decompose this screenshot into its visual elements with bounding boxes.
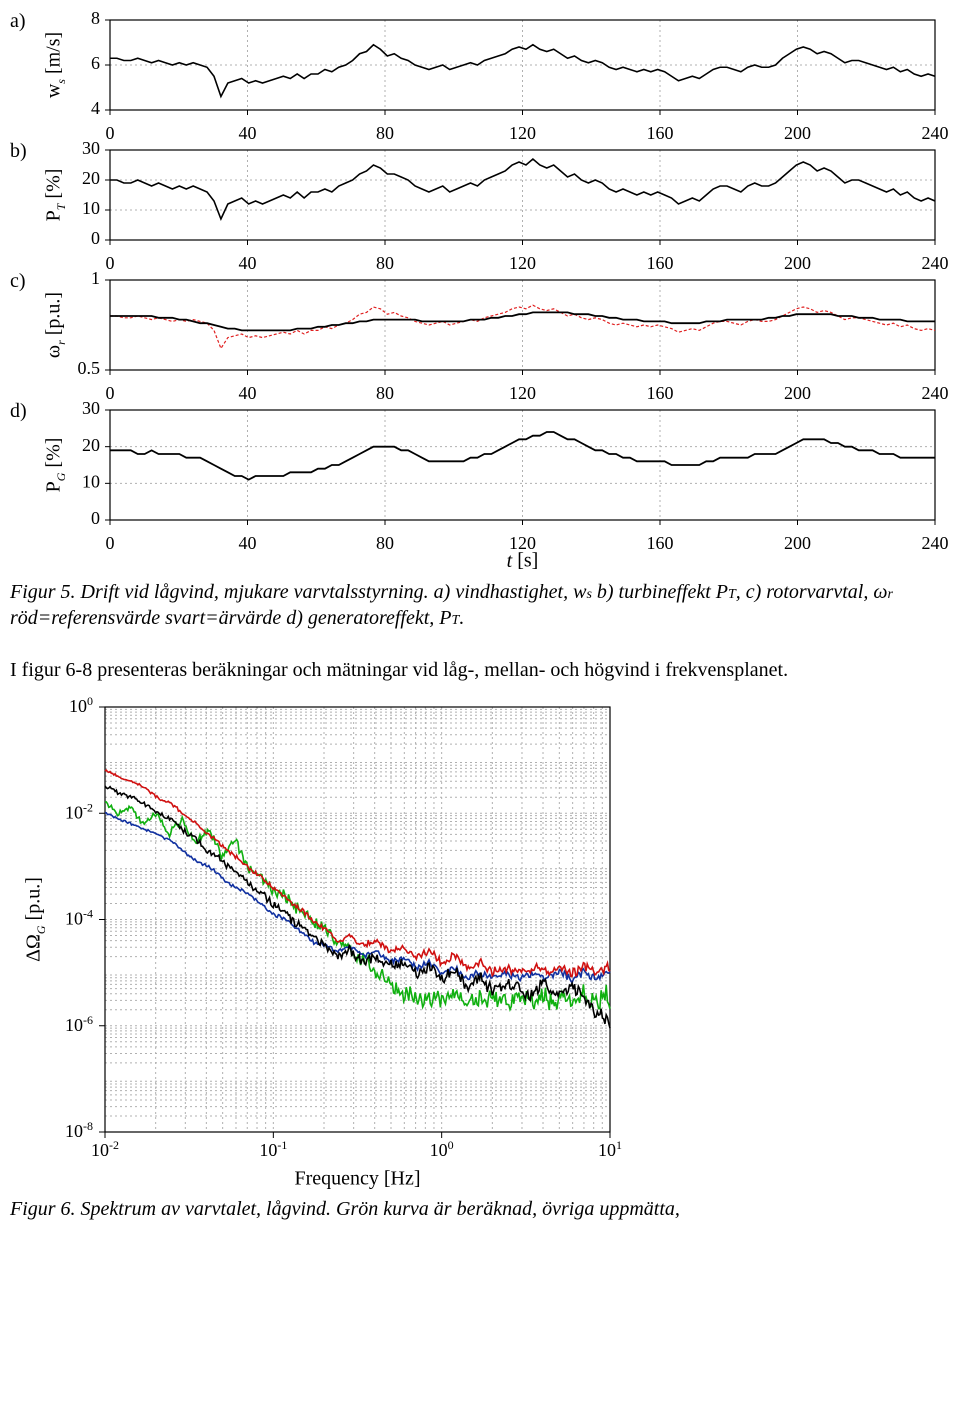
- svg-text:10: 10: [82, 471, 100, 491]
- figure6: 10-2 10-1 100 101 10-8 10-6 10-4 10-2 100 Frequen…: [10, 692, 950, 1222]
- panel-b: b) 0 40 80 120 160 200 240 0 10 20 30 PT [%]: [10, 140, 950, 270]
- svg-text:0: 0: [106, 383, 115, 400]
- svg-text:10-2: 10-2: [91, 1138, 119, 1160]
- svg-text:101: 101: [598, 1138, 622, 1160]
- svg-text:6: 6: [91, 53, 100, 73]
- svg-text:30: 30: [82, 400, 100, 418]
- panel-a: a) 0 40 80 120 160 200 240 4 6 8 ws [m/s]: [10, 10, 950, 140]
- svg-text:40: 40: [239, 253, 257, 270]
- svg-text:200: 200: [784, 383, 811, 400]
- svg-text:80: 80: [376, 383, 394, 400]
- svg-text:80: 80: [376, 533, 394, 553]
- svg-text:120: 120: [509, 123, 536, 140]
- svg-text:0.5: 0.5: [78, 358, 101, 378]
- svg-text:200: 200: [784, 533, 811, 553]
- svg-text:10-2: 10-2: [65, 800, 93, 822]
- svg-text:8: 8: [91, 10, 100, 28]
- svg-text:10-1: 10-1: [259, 1138, 287, 1160]
- svg-text:200: 200: [784, 253, 811, 270]
- svg-text:Frequency [Hz]: Frequency [Hz]: [294, 1168, 420, 1190]
- svg-text:240: 240: [922, 123, 949, 140]
- svg-text:200: 200: [784, 123, 811, 140]
- svg-text:4: 4: [91, 98, 100, 118]
- svg-text:160: 160: [647, 253, 674, 270]
- svg-text:10-8: 10-8: [65, 1119, 93, 1141]
- svg-text:0: 0: [91, 508, 100, 528]
- svg-text:0: 0: [106, 123, 115, 140]
- svg-text:0: 0: [91, 228, 100, 248]
- svg-text:240: 240: [922, 533, 949, 553]
- svg-text:1: 1: [91, 270, 100, 288]
- svg-text:80: 80: [376, 123, 394, 140]
- svg-text:80: 80: [376, 253, 394, 270]
- svg-text:160: 160: [647, 123, 674, 140]
- svg-text:PG [%]: PG [%]: [43, 438, 68, 493]
- svg-text:40: 40: [239, 123, 257, 140]
- svg-text:40: 40: [239, 383, 257, 400]
- figure5: a) 04080120160200240468ws [m/s] b) 04080…: [10, 10, 950, 631]
- svg-text:0: 0: [106, 533, 115, 553]
- svg-text:10-4: 10-4: [65, 907, 93, 929]
- svg-text:0: 0: [106, 253, 115, 270]
- svg-text:t [s]: t [s]: [507, 550, 539, 572]
- svg-text:160: 160: [647, 383, 674, 400]
- panel-b-label: b): [10, 140, 27, 163]
- svg-text:40: 40: [239, 533, 257, 553]
- svg-text:20: 20: [82, 168, 100, 188]
- svg-text:160: 160: [647, 533, 674, 553]
- figure6-caption: Figur 6. Spektrum av varvtalet, lågvind.…: [10, 1196, 950, 1222]
- panel-d: d) 040801201602002400102030PG [%]t [s]: [10, 400, 950, 575]
- body-paragraph: I figur 6-8 presenteras beräkningar och …: [10, 659, 950, 682]
- svg-text:100: 100: [69, 694, 93, 716]
- svg-text:240: 240: [922, 253, 949, 270]
- svg-text:30: 30: [82, 140, 100, 158]
- panel-c: c) 0 40 80 120 160 200 240 0.5 1 ωr [p.u.]: [10, 270, 950, 400]
- svg-text:100: 100: [430, 1138, 454, 1160]
- svg-text:PT [%]: PT [%]: [43, 169, 68, 222]
- svg-text:10: 10: [82, 198, 100, 218]
- svg-text:10-6: 10-6: [65, 1013, 93, 1035]
- panel-d-label: d): [10, 400, 27, 423]
- svg-text:ΔΩG [p.u.]: ΔΩG [p.u.]: [23, 877, 48, 962]
- panel-a-label: a): [10, 10, 26, 33]
- svg-text:20: 20: [82, 435, 100, 455]
- svg-text:240: 240: [922, 383, 949, 400]
- svg-text:ωr [p.u.]: ωr [p.u.]: [43, 292, 68, 358]
- svg-text:120: 120: [509, 383, 536, 400]
- panel-c-label: c): [10, 270, 26, 293]
- figure5-caption: Figur 5. Drift vid lågvind, mjukare varv…: [10, 579, 950, 631]
- svg-text:120: 120: [509, 253, 536, 270]
- svg-text:ws [m/s]: ws [m/s]: [43, 32, 68, 98]
